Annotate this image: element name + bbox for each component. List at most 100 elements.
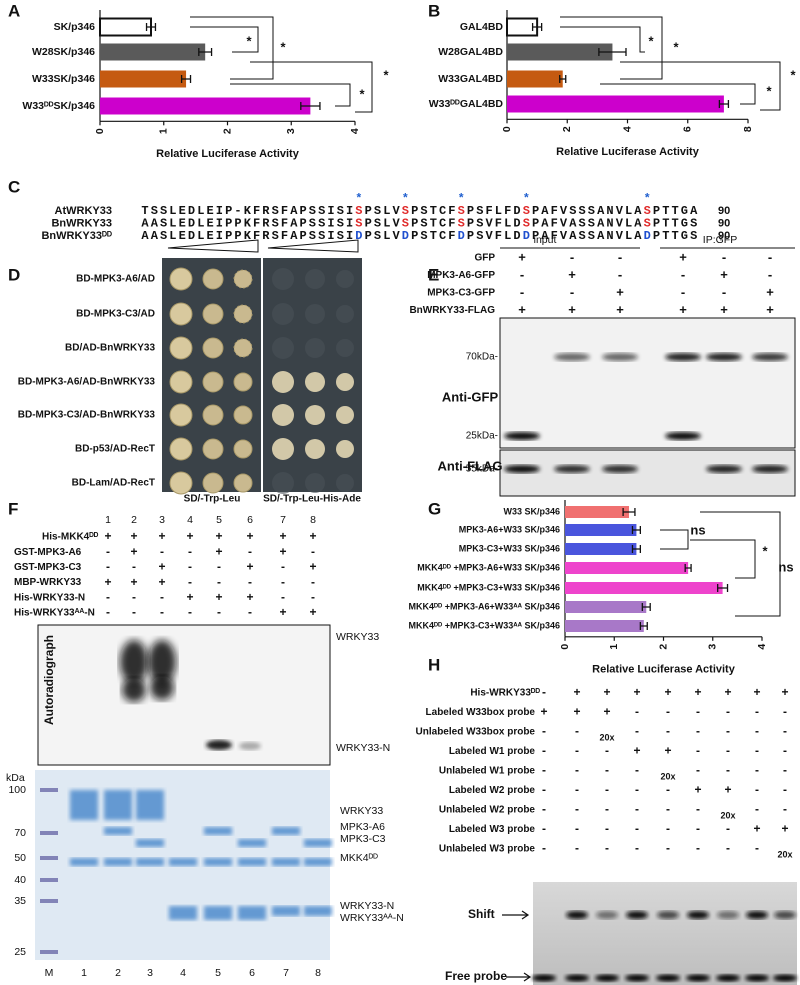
significance-bracket xyxy=(700,511,781,617)
significance-bracket xyxy=(620,61,781,111)
sign: - xyxy=(575,763,579,777)
sign: - xyxy=(542,685,546,699)
sign: + xyxy=(246,560,253,574)
colony xyxy=(202,337,224,359)
lane-label: 4 xyxy=(180,967,186,979)
gel-band xyxy=(136,858,164,866)
sign: + xyxy=(781,822,788,836)
gel-band xyxy=(104,790,132,820)
radio-signal xyxy=(206,740,232,750)
sign: - xyxy=(520,284,524,299)
row-label: GFP xyxy=(474,253,495,264)
error-bar xyxy=(300,102,321,110)
sign: - xyxy=(635,724,639,738)
free-probe-band xyxy=(625,974,649,982)
band-label: WRKY33ᴬᴬ-N xyxy=(340,912,404,924)
colony xyxy=(305,338,325,358)
sign: - xyxy=(681,284,685,299)
row-label: Unlabeled W3 probe xyxy=(439,844,536,855)
ladder-band xyxy=(40,831,58,835)
significance-bracket xyxy=(190,16,274,80)
sign: - xyxy=(160,544,164,558)
free-probe-band xyxy=(686,974,710,982)
colony xyxy=(169,403,193,427)
sign: - xyxy=(783,783,787,797)
sequence-end: 90 xyxy=(718,205,730,217)
lane-number: 4 xyxy=(187,514,193,526)
bar xyxy=(99,17,152,37)
antibody-label: Anti-GFP xyxy=(442,389,499,404)
band-label: MPK3-C3 xyxy=(340,833,386,845)
gel-band xyxy=(169,858,197,866)
size-marker: 25kDa- xyxy=(466,431,498,442)
sign: - xyxy=(726,841,730,855)
sign: + xyxy=(720,267,728,282)
sign: - xyxy=(666,822,670,836)
sign: + xyxy=(215,590,222,604)
gel-band xyxy=(136,839,164,847)
significance-bracket xyxy=(250,61,373,113)
error-bar xyxy=(598,48,627,56)
row-label: Unlabeled W1 probe xyxy=(439,766,536,777)
colony xyxy=(233,338,253,358)
error-bar xyxy=(622,508,636,516)
sign: - xyxy=(768,267,772,282)
category-label: W28SK/p346 xyxy=(32,46,95,58)
sign: - xyxy=(696,841,700,855)
blot-gfp xyxy=(499,317,796,449)
colony xyxy=(305,372,325,392)
sign: - xyxy=(696,705,700,719)
sign: 20x xyxy=(660,771,675,781)
sign: - xyxy=(248,605,252,619)
colony xyxy=(336,373,354,391)
panel-letter: F xyxy=(8,499,18,518)
colony xyxy=(336,270,354,288)
sign: - xyxy=(311,590,315,604)
bar xyxy=(507,43,613,61)
colony xyxy=(272,472,294,494)
x-tick-label: 2 xyxy=(561,126,573,132)
sign: - xyxy=(755,724,759,738)
sign: - xyxy=(605,744,609,758)
sign: + xyxy=(186,590,193,604)
arrow xyxy=(506,972,532,982)
sign: - xyxy=(666,802,670,816)
colony xyxy=(202,303,224,325)
band-label: WRKY33 xyxy=(336,631,379,643)
row-label: GST-MPK3-A6 xyxy=(14,547,82,558)
colony xyxy=(202,404,224,426)
antibody-label: Anti-FLAG xyxy=(438,458,503,473)
x-axis-label: Relative Luciferase Activity xyxy=(556,146,700,158)
shift-band xyxy=(687,911,709,919)
strain-label: BD-p53/AD-RecT xyxy=(75,444,155,455)
sign: + xyxy=(130,575,137,589)
blot-band xyxy=(706,465,742,473)
sign: - xyxy=(755,705,759,719)
sign: + xyxy=(104,529,111,543)
significance-label: ns xyxy=(778,559,793,574)
panel-letter: G xyxy=(428,499,441,518)
sign: 20x xyxy=(599,732,614,742)
category-label: SK/p346 xyxy=(54,21,96,33)
sign: - xyxy=(605,822,609,836)
sign: - xyxy=(106,560,110,574)
sign: + xyxy=(158,529,165,543)
radio-signal xyxy=(122,678,146,702)
colony xyxy=(233,473,253,493)
sign: + xyxy=(603,685,610,699)
sign: - xyxy=(311,544,315,558)
condition-label: SD/-Trp-Leu-His-Ade xyxy=(263,494,361,505)
category-label: MKK4ᴰᴰ +MPK3-A6+W33ᴬᴬ SK/p346 xyxy=(409,601,560,611)
sign: - xyxy=(132,560,136,574)
lane-number: 7 xyxy=(280,514,286,526)
ladder-band xyxy=(40,856,58,860)
sign: + xyxy=(766,302,774,317)
panel-letter: D xyxy=(8,265,20,284)
sign: + xyxy=(753,822,760,836)
colony xyxy=(169,302,193,326)
colony xyxy=(272,268,294,290)
free-probe-band xyxy=(595,974,619,982)
row-label: MBP-WRKY33 xyxy=(14,577,82,588)
error-bar xyxy=(718,100,730,108)
